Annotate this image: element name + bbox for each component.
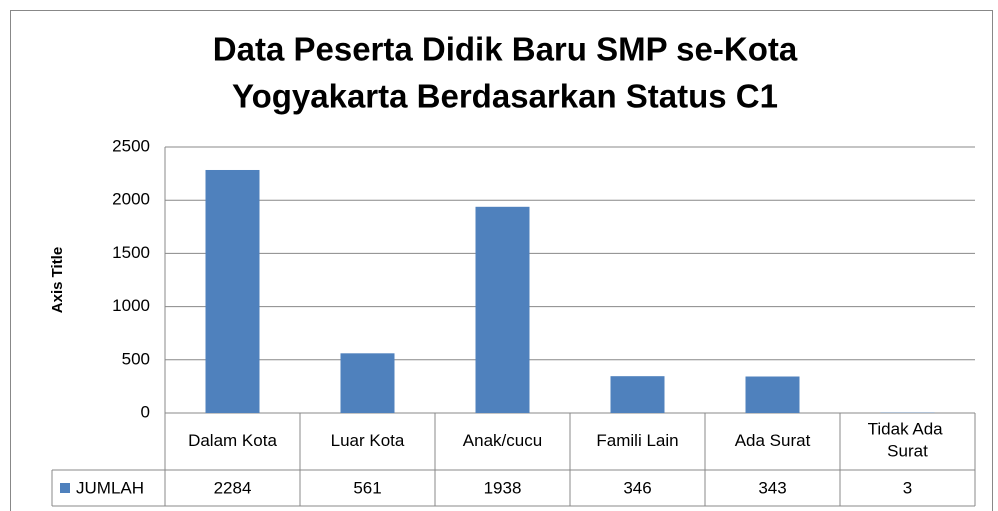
bar xyxy=(745,376,800,413)
y-tick-label: 500 xyxy=(122,349,150,368)
y-tick-label: 1000 xyxy=(112,296,150,315)
x-tick-label: Dalam Kota xyxy=(188,431,277,450)
bar xyxy=(475,206,530,413)
x-tick-label: Famili Lain xyxy=(596,431,678,450)
bar xyxy=(205,169,260,413)
bar xyxy=(610,376,665,413)
y-tick-label: 0 xyxy=(141,402,150,421)
y-tick-label: 1500 xyxy=(112,243,150,262)
x-tick-label: Anak/cucu xyxy=(463,431,542,450)
chart-title: Data Peserta Didik Baru SMP se-Kota xyxy=(213,31,798,68)
table-value: 343 xyxy=(758,478,786,497)
x-tick-label: Ada Surat xyxy=(735,431,811,450)
table-value: 1938 xyxy=(484,478,522,497)
chart-title: Yogyakarta Berdasarkan Status C1 xyxy=(232,78,778,115)
table-value: 2284 xyxy=(214,478,252,497)
table-value: 346 xyxy=(623,478,651,497)
x-tick-label: Tidak Ada Surat xyxy=(868,420,948,461)
table-value: 3 xyxy=(903,478,912,497)
bar xyxy=(340,353,395,413)
x-tick-label: Luar Kota xyxy=(331,431,405,450)
legend-swatch xyxy=(60,483,70,493)
y-axis-title: Axis Title xyxy=(49,247,66,313)
y-tick-label: 2000 xyxy=(112,190,150,209)
table-value: 561 xyxy=(353,478,381,497)
legend-label: JUMLAH xyxy=(76,478,144,497)
y-tick-label: 2500 xyxy=(112,136,150,155)
